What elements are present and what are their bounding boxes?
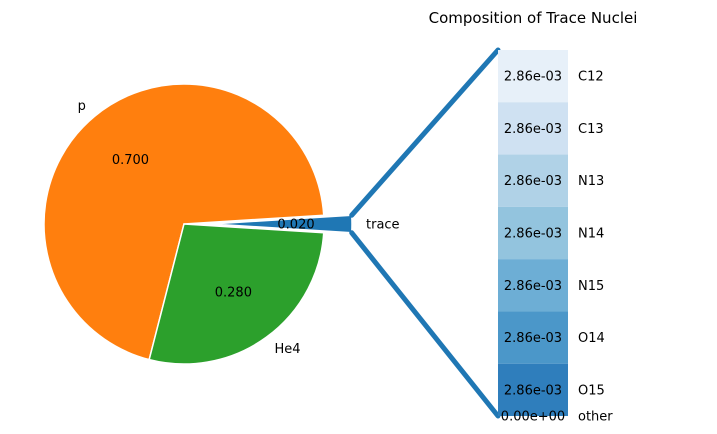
bar-category-label-n15: N15 [578, 279, 604, 294]
bar-value-label-other: 0.00e+00 [501, 410, 565, 425]
bar-category-label-o15: O15 [578, 383, 605, 398]
bar-segment-c12 [498, 50, 568, 103]
bar-segment-c13 [498, 102, 568, 155]
pie-value-label-p: 0.700 [112, 153, 149, 168]
connector-lines [349, 47, 501, 419]
bar-chart-title: Composition of Trace Nuclei [429, 9, 638, 27]
trace-composition-bar: 2.86e-03 C12 2.86e-03 C13 2.86e-03 N13 2.86e-0… [498, 50, 613, 425]
bar-segment-n14 [498, 206, 568, 260]
bar-category-label-o14: O14 [578, 331, 605, 346]
pie-value-label-trace: 0.020 [277, 218, 314, 233]
bar-value-label-o15: 2.86e-03 [504, 383, 562, 398]
bar-value-label-n14: 2.86e-03 [504, 227, 562, 242]
bar-value-label-c13: 2.86e-03 [504, 122, 562, 137]
pie-value-label-he4: 0.280 [215, 285, 252, 300]
pie-slice-p [43, 83, 325, 361]
bar-value-label-o14: 2.86e-03 [504, 331, 562, 346]
bar-category-label-n13: N13 [578, 174, 604, 189]
bar-segment-n15 [498, 259, 568, 312]
pie-category-label-he4: He4 [275, 342, 301, 357]
bar-segment-n13 [498, 154, 568, 207]
bar-value-label-n13: 2.86e-03 [504, 174, 562, 189]
bar-category-label-c12: C12 [578, 70, 604, 85]
pie-category-label-trace: trace [366, 218, 400, 233]
bar-category-label-other: other [578, 410, 613, 425]
bar-value-label-c12: 2.86e-03 [504, 70, 562, 85]
pie-category-label-p: p [78, 99, 86, 114]
bar-category-label-n14: N14 [578, 227, 604, 242]
bar-category-label-c13: C13 [578, 122, 604, 137]
bar-segment-o15 [498, 363, 568, 416]
bar-value-label-n15: 2.86e-03 [504, 279, 562, 294]
connector-line-bottom [349, 230, 501, 419]
connector-line-top [349, 47, 501, 218]
pie-chart: 0.020 trace 0.700 p 0.280 He4 [43, 83, 400, 365]
bar-segment-o14 [498, 311, 568, 364]
pie-slice-he4 [148, 223, 325, 365]
